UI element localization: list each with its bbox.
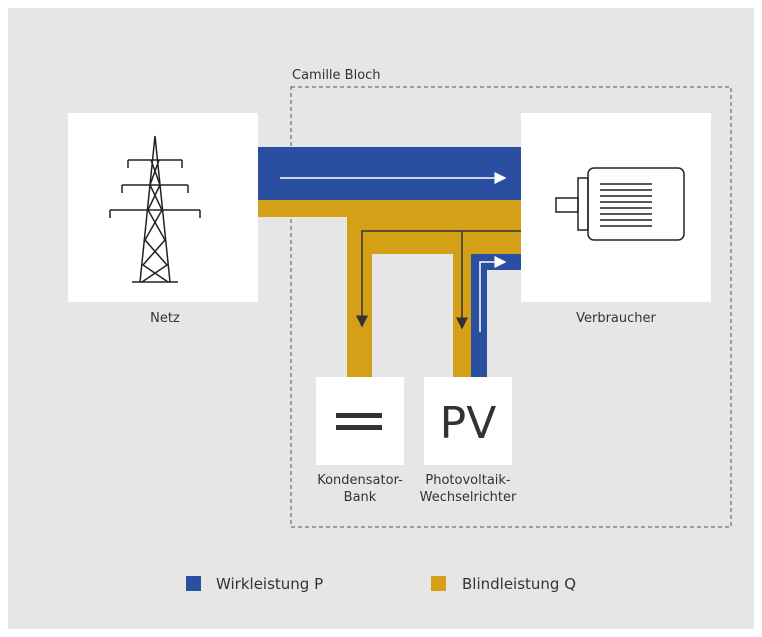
pv-box [424,377,512,465]
pylon-icon [109,135,201,283]
capacitor-box [316,377,404,465]
node-label: Photovoltaik- [425,473,511,488]
node-label: Verbraucher [576,311,656,326]
arrow [479,256,507,332]
background [8,8,754,629]
node-label: Kondensator- [317,473,403,488]
reactive-power-band [347,200,521,254]
legend-swatch [431,576,446,591]
arrow [356,230,521,328]
active-power-band [258,147,521,200]
node-label: Bank [344,490,377,505]
group-label: Camille Bloch [292,68,381,83]
capacitor-icon [336,413,382,418]
node-label: Wechselrichter [420,490,517,505]
legend-swatch [186,576,201,591]
legend-label: Blindleistung Q [462,575,576,593]
capacitor-icon [336,425,382,430]
group-box [290,86,732,528]
reactive-power-band [347,254,372,377]
legend-label: Wirkleistung P [216,575,323,593]
pv-icon-text: PV [440,398,497,449]
active-power-band [471,254,487,377]
motor-icon [555,167,685,241]
node-label: Netz [150,311,180,326]
